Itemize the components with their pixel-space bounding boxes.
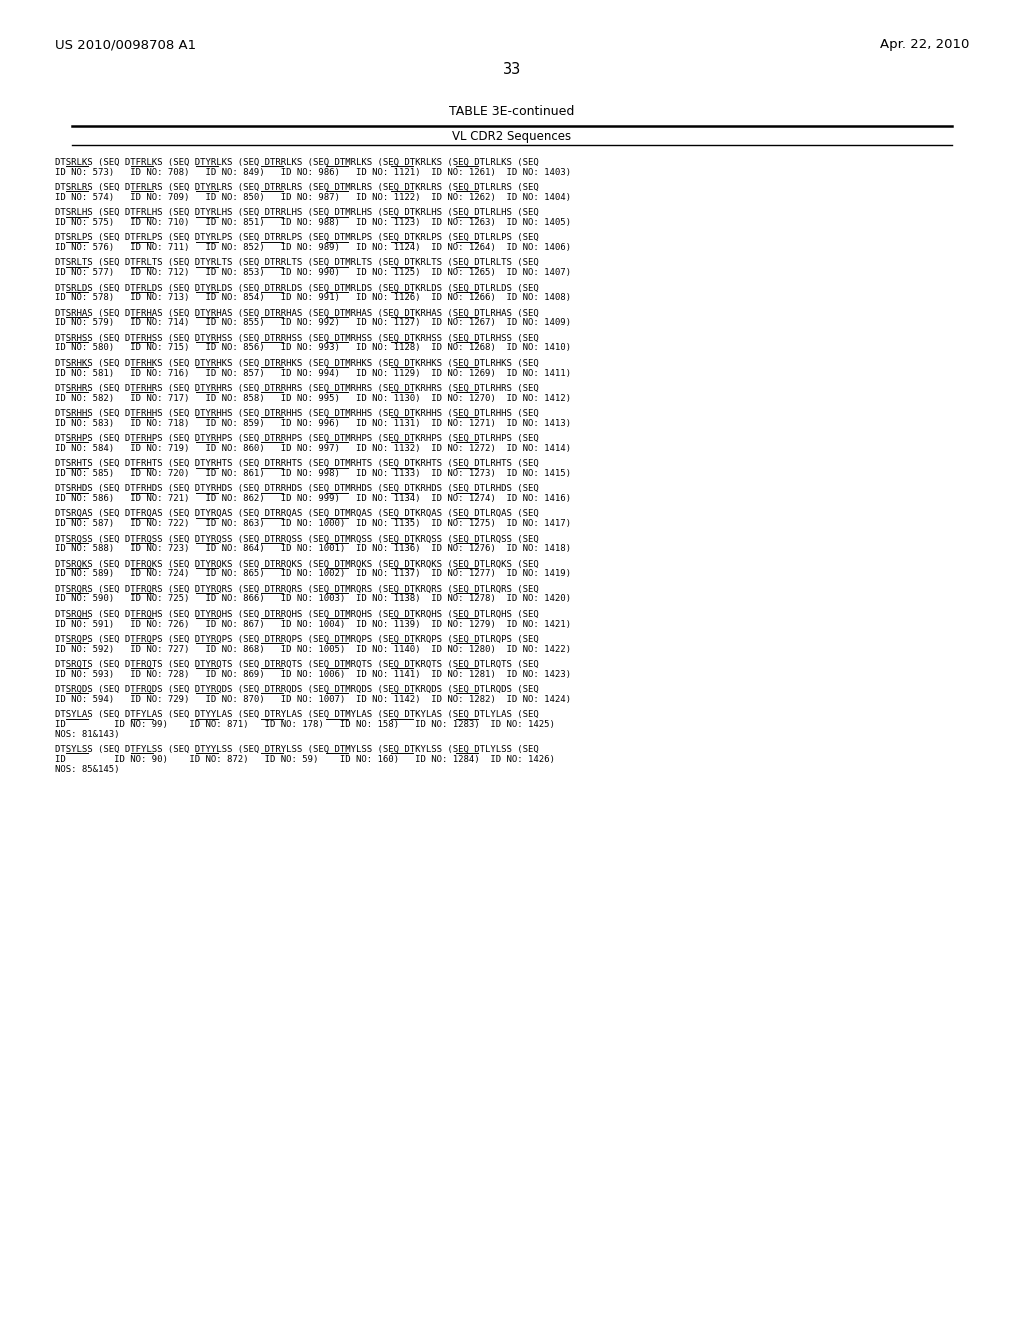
Text: ID NO: 583)   ID NO: 718)   ID NO: 859)   ID NO: 996)   ID NO: 1131)  ID NO: 127: ID NO: 583) ID NO: 718) ID NO: 859) ID N… bbox=[55, 418, 571, 428]
Text: DTSRHKS (SEQ DTFRHKS (SEQ DTYRHKS (SEQ DTRRHKS (SEQ DTMRHKS (SEQ DTKRHKS (SEQ DT: DTSRHKS (SEQ DTFRHKS (SEQ DTYRHKS (SEQ D… bbox=[55, 359, 539, 368]
Text: DTSRHRS (SEQ DTFRHRS (SEQ DTYRHRS (SEQ DTRRHRS (SEQ DTMRHRS (SEQ DTKRHRS (SEQ DT: DTSRHRS (SEQ DTFRHRS (SEQ DTYRHRS (SEQ D… bbox=[55, 384, 539, 393]
Text: NOS: 81&143): NOS: 81&143) bbox=[55, 730, 120, 739]
Text: ID NO: 592)   ID NO: 727)   ID NO: 868)   ID NO: 1005)  ID NO: 1140)  ID NO: 128: ID NO: 592) ID NO: 727) ID NO: 868) ID N… bbox=[55, 644, 571, 653]
Text: DTSRLHS (SEQ DTFRLHS (SEQ DTYRLHS (SEQ DTRRLHS (SEQ DTMRLHS (SEQ DTKRLHS (SEQ DT: DTSRLHS (SEQ DTFRLHS (SEQ DTYRLHS (SEQ D… bbox=[55, 209, 539, 218]
Text: DTSRHPS (SEQ DTFRHPS (SEQ DTYRHPS (SEQ DTRRHPS (SEQ DTMRHPS (SEQ DTKRHPS (SEQ DT: DTSRHPS (SEQ DTFRHPS (SEQ DTYRHPS (SEQ D… bbox=[55, 434, 539, 444]
Text: ID NO: 573)   ID NO: 708)   ID NO: 849)   ID NO: 986)   ID NO: 1121)  ID NO: 126: ID NO: 573) ID NO: 708) ID NO: 849) ID N… bbox=[55, 168, 571, 177]
Text: ID NO: 590)   ID NO: 725)   ID NO: 866)   ID NO: 1003)  ID NO: 1138)  ID NO: 127: ID NO: 590) ID NO: 725) ID NO: 866) ID N… bbox=[55, 594, 571, 603]
Text: DTSRLKS (SEQ DTFRLKS (SEQ DTYRLKS (SEQ DTRRLKS (SEQ DTMRLKS (SEQ DTKRLKS (SEQ DT: DTSRLKS (SEQ DTFRLKS (SEQ DTYRLKS (SEQ D… bbox=[55, 158, 539, 168]
Text: ID NO: 581)   ID NO: 716)   ID NO: 857)   ID NO: 994)   ID NO: 1129)  ID NO: 126: ID NO: 581) ID NO: 716) ID NO: 857) ID N… bbox=[55, 368, 571, 378]
Text: ID NO: 591)   ID NO: 726)   ID NO: 867)   ID NO: 1004)  ID NO: 1139)  ID NO: 127: ID NO: 591) ID NO: 726) ID NO: 867) ID N… bbox=[55, 619, 571, 628]
Text: TABLE 3E-continued: TABLE 3E-continued bbox=[450, 106, 574, 117]
Text: ID         ID NO: 90)    ID NO: 872)   ID NO: 59)    ID NO: 160)   ID NO: 1284) : ID ID NO: 90) ID NO: 872) ID NO: 59) ID … bbox=[55, 755, 555, 764]
Text: DTSYLSS (SEQ DTFYLSS (SEQ DTYYLSS (SEQ DTRYLSS (SEQ DTMYLSS (SEQ DTKYLSS (SEQ DT: DTSYLSS (SEQ DTFYLSS (SEQ DTYYLSS (SEQ D… bbox=[55, 744, 539, 754]
Text: DTSRQRS (SEQ DTFRQRS (SEQ DTYRQRS (SEQ DTRRQRS (SEQ DTMRQRS (SEQ DTKRQRS (SEQ DT: DTSRQRS (SEQ DTFRQRS (SEQ DTYRQRS (SEQ D… bbox=[55, 585, 539, 594]
Text: DTSRHDS (SEQ DTFRHDS (SEQ DTYRHDS (SEQ DTRRHDS (SEQ DTMRHDS (SEQ DTKRHDS (SEQ DT: DTSRHDS (SEQ DTFRHDS (SEQ DTYRHDS (SEQ D… bbox=[55, 484, 539, 494]
Text: ID NO: 577)   ID NO: 712)   ID NO: 853)   ID NO: 990)   ID NO: 1125)  ID NO: 126: ID NO: 577) ID NO: 712) ID NO: 853) ID N… bbox=[55, 268, 571, 277]
Text: DTSRLDS (SEQ DTFRLDS (SEQ DTYRLDS (SEQ DTRRLDS (SEQ DTMRLDS (SEQ DTKRLDS (SEQ DT: DTSRLDS (SEQ DTFRLDS (SEQ DTYRLDS (SEQ D… bbox=[55, 284, 539, 293]
Text: ID         ID NO: 99)    ID NO: 871)   ID NO: 178)   ID NO: 158)   ID NO: 1283) : ID ID NO: 99) ID NO: 871) ID NO: 178) ID… bbox=[55, 719, 555, 729]
Text: Apr. 22, 2010: Apr. 22, 2010 bbox=[880, 38, 969, 51]
Text: DTSRHHS (SEQ DTFRHHS (SEQ DTYRHHS (SEQ DTRRHHS (SEQ DTMRHHS (SEQ DTKRHHS (SEQ DT: DTSRHHS (SEQ DTFRHHS (SEQ DTYRHHS (SEQ D… bbox=[55, 409, 539, 418]
Text: ID NO: 580)   ID NO: 715)   ID NO: 856)   ID NO: 993)   ID NO: 1128)  ID NO: 126: ID NO: 580) ID NO: 715) ID NO: 856) ID N… bbox=[55, 343, 571, 352]
Text: DTSRQSS (SEQ DTFRQSS (SEQ DTYRQSS (SEQ DTRRQSS (SEQ DTMRQSS (SEQ DTKRQSS (SEQ DT: DTSRQSS (SEQ DTFRQSS (SEQ DTYRQSS (SEQ D… bbox=[55, 535, 539, 544]
Text: NOS: 85&145): NOS: 85&145) bbox=[55, 764, 120, 774]
Text: DTSRLRS (SEQ DTFRLRS (SEQ DTYRLRS (SEQ DTRRLRS (SEQ DTMRLRS (SEQ DTKRLRS (SEQ DT: DTSRLRS (SEQ DTFRLRS (SEQ DTYRLRS (SEQ D… bbox=[55, 183, 539, 193]
Text: ID NO: 574)   ID NO: 709)   ID NO: 850)   ID NO: 987)   ID NO: 1122)  ID NO: 126: ID NO: 574) ID NO: 709) ID NO: 850) ID N… bbox=[55, 193, 571, 202]
Text: DTSRQHS (SEQ DTFRQHS (SEQ DTYRQHS (SEQ DTRRQHS (SEQ DTMRQHS (SEQ DTKRQHS (SEQ DT: DTSRQHS (SEQ DTFRQHS (SEQ DTYRQHS (SEQ D… bbox=[55, 610, 539, 619]
Text: ID NO: 575)   ID NO: 710)   ID NO: 851)   ID NO: 988)   ID NO: 1123)  ID NO: 126: ID NO: 575) ID NO: 710) ID NO: 851) ID N… bbox=[55, 218, 571, 227]
Text: ID NO: 582)   ID NO: 717)   ID NO: 858)   ID NO: 995)   ID NO: 1130)  ID NO: 127: ID NO: 582) ID NO: 717) ID NO: 858) ID N… bbox=[55, 393, 571, 403]
Text: ID NO: 587)   ID NO: 722)   ID NO: 863)   ID NO: 1000)  ID NO: 1135)  ID NO: 127: ID NO: 587) ID NO: 722) ID NO: 863) ID N… bbox=[55, 519, 571, 528]
Text: ID NO: 593)   ID NO: 728)   ID NO: 869)   ID NO: 1006)  ID NO: 1141)  ID NO: 128: ID NO: 593) ID NO: 728) ID NO: 869) ID N… bbox=[55, 669, 571, 678]
Text: DTSRQDS (SEQ DTFRQDS (SEQ DTYRQDS (SEQ DTRRQDS (SEQ DTMRQDS (SEQ DTKRQDS (SEQ DT: DTSRQDS (SEQ DTFRQDS (SEQ DTYRQDS (SEQ D… bbox=[55, 685, 539, 694]
Text: ID NO: 584)   ID NO: 719)   ID NO: 860)   ID NO: 997)   ID NO: 1132)  ID NO: 127: ID NO: 584) ID NO: 719) ID NO: 860) ID N… bbox=[55, 444, 571, 453]
Text: ID NO: 594)   ID NO: 729)   ID NO: 870)   ID NO: 1007)  ID NO: 1142)  ID NO: 128: ID NO: 594) ID NO: 729) ID NO: 870) ID N… bbox=[55, 694, 571, 704]
Text: DTSRHTS (SEQ DTFRHTS (SEQ DTYRHTS (SEQ DTRRHTS (SEQ DTMRHTS (SEQ DTKRHTS (SEQ DT: DTSRHTS (SEQ DTFRHTS (SEQ DTYRHTS (SEQ D… bbox=[55, 459, 539, 469]
Text: DTSRHSS (SEQ DTFRHSS (SEQ DTYRHSS (SEQ DTRRHSS (SEQ DTMRHSS (SEQ DTKRHSS (SEQ DT: DTSRHSS (SEQ DTFRHSS (SEQ DTYRHSS (SEQ D… bbox=[55, 334, 539, 343]
Text: ID NO: 589)   ID NO: 724)   ID NO: 865)   ID NO: 1002)  ID NO: 1137)  ID NO: 127: ID NO: 589) ID NO: 724) ID NO: 865) ID N… bbox=[55, 569, 571, 578]
Text: ID NO: 585)   ID NO: 720)   ID NO: 861)   ID NO: 998)   ID NO: 1133)  ID NO: 127: ID NO: 585) ID NO: 720) ID NO: 861) ID N… bbox=[55, 469, 571, 478]
Text: DTSRQKS (SEQ DTFRQKS (SEQ DTYRQKS (SEQ DTRRQKS (SEQ DTMRQKS (SEQ DTKRQKS (SEQ DT: DTSRQKS (SEQ DTFRQKS (SEQ DTYRQKS (SEQ D… bbox=[55, 560, 539, 569]
Text: DTSRQAS (SEQ DTFRQAS (SEQ DTYRQAS (SEQ DTRRQAS (SEQ DTMRQAS (SEQ DTKRQAS (SEQ DT: DTSRQAS (SEQ DTFRQAS (SEQ DTYRQAS (SEQ D… bbox=[55, 510, 539, 519]
Text: DTSRLPS (SEQ DTFRLPS (SEQ DTYRLPS (SEQ DTRRLPS (SEQ DTMRLPS (SEQ DTKRLPS (SEQ DT: DTSRLPS (SEQ DTFRLPS (SEQ DTYRLPS (SEQ D… bbox=[55, 234, 539, 243]
Text: DTSRLTS (SEQ DTFRLTS (SEQ DTYRLTS (SEQ DTRRLTS (SEQ DTMRLTS (SEQ DTKRLTS (SEQ DT: DTSRLTS (SEQ DTFRLTS (SEQ DTYRLTS (SEQ D… bbox=[55, 259, 539, 268]
Text: 33: 33 bbox=[503, 62, 521, 77]
Text: DTSYLAS (SEQ DTFYLAS (SEQ DTYYLAS (SEQ DTRYLAS (SEQ DTMYLAS (SEQ DTKYLAS (SEQ DT: DTSYLAS (SEQ DTFYLAS (SEQ DTYYLAS (SEQ D… bbox=[55, 710, 539, 719]
Text: DTSRQTS (SEQ DTFRQTS (SEQ DTYRQTS (SEQ DTRRQTS (SEQ DTMRQTS (SEQ DTKRQTS (SEQ DT: DTSRQTS (SEQ DTFRQTS (SEQ DTYRQTS (SEQ D… bbox=[55, 660, 539, 669]
Text: ID NO: 579)   ID NO: 714)   ID NO: 855)   ID NO: 992)   ID NO: 1127)  ID NO: 126: ID NO: 579) ID NO: 714) ID NO: 855) ID N… bbox=[55, 318, 571, 327]
Text: DTSRHAS (SEQ DTFRHAS (SEQ DTYRHAS (SEQ DTRRHAS (SEQ DTMRHAS (SEQ DTKRHAS (SEQ DT: DTSRHAS (SEQ DTFRHAS (SEQ DTYRHAS (SEQ D… bbox=[55, 309, 539, 318]
Text: DTSRQPS (SEQ DTFRQPS (SEQ DTYRQPS (SEQ DTRRQPS (SEQ DTMRQPS (SEQ DTKRQPS (SEQ DT: DTSRQPS (SEQ DTFRQPS (SEQ DTYRQPS (SEQ D… bbox=[55, 635, 539, 644]
Text: ID NO: 588)   ID NO: 723)   ID NO: 864)   ID NO: 1001)  ID NO: 1136)  ID NO: 127: ID NO: 588) ID NO: 723) ID NO: 864) ID N… bbox=[55, 544, 571, 553]
Text: ID NO: 586)   ID NO: 721)   ID NO: 862)   ID NO: 999)   ID NO: 1134)  ID NO: 127: ID NO: 586) ID NO: 721) ID NO: 862) ID N… bbox=[55, 494, 571, 503]
Text: ID NO: 578)   ID NO: 713)   ID NO: 854)   ID NO: 991)   ID NO: 1126)  ID NO: 126: ID NO: 578) ID NO: 713) ID NO: 854) ID N… bbox=[55, 293, 571, 302]
Text: VL CDR2 Sequences: VL CDR2 Sequences bbox=[453, 129, 571, 143]
Text: ID NO: 576)   ID NO: 711)   ID NO: 852)   ID NO: 989)   ID NO: 1124)  ID NO: 126: ID NO: 576) ID NO: 711) ID NO: 852) ID N… bbox=[55, 243, 571, 252]
Text: US 2010/0098708 A1: US 2010/0098708 A1 bbox=[55, 38, 197, 51]
